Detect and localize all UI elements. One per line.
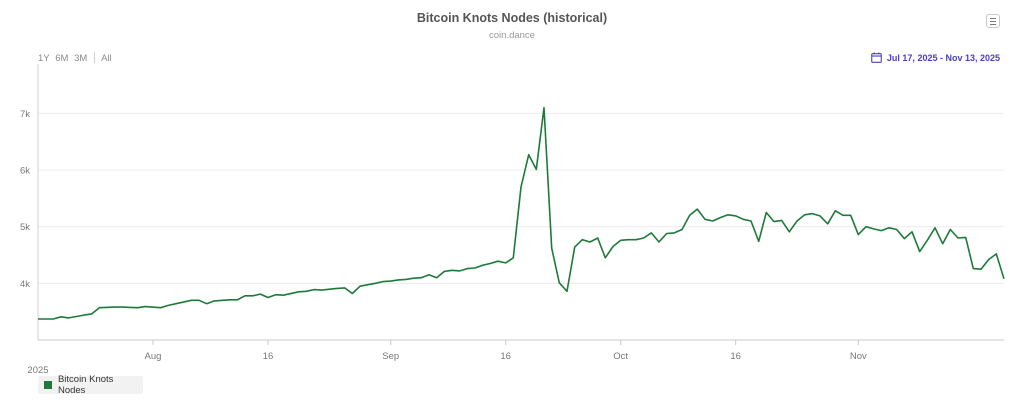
x-tick-label: 16 — [730, 351, 741, 362]
range-button-3m[interactable]: 3M — [74, 53, 88, 64]
calendar-icon — [871, 52, 882, 63]
range-button-all[interactable]: All — [101, 53, 112, 64]
year-label: 2025 — [27, 365, 48, 376]
range-divider — [93, 52, 95, 63]
range-button-1y[interactable]: 1Y — [38, 53, 50, 64]
y-tick-label: 6k — [20, 166, 30, 177]
chart-subtitle: coin.dance — [489, 30, 535, 41]
y-tick-label: 7k — [20, 109, 30, 120]
gridlines — [37, 64, 1004, 341]
x-tick-label: 16 — [263, 351, 274, 362]
series-lines — [38, 106, 1005, 320]
legend-label: Bitcoin Knots Nodes — [57, 374, 114, 396]
legend-swatch — [44, 381, 52, 389]
chart-title: Bitcoin Knots Nodes (historical) — [416, 11, 608, 25]
x-axis-ticks: Aug 16 Sep 16 Oct 16 Nov 2025 — [27, 340, 867, 376]
y-axis-ticks: 4k 5k 6k 7k — [20, 109, 30, 290]
date-range-picker[interactable]: Jul 17, 2025 - Nov 13, 2025 — [871, 52, 1000, 63]
date-range-text: Jul 17, 2025 - Nov 13, 2025 — [886, 52, 1000, 63]
hamburger-menu-icon[interactable] — [986, 14, 1000, 28]
range-button-6m[interactable]: 6M — [55, 53, 69, 64]
y-tick-label: 4k — [20, 279, 30, 290]
x-tick-label: Oct — [613, 351, 628, 362]
x-tick-label: 16 — [500, 351, 511, 362]
range-selector: 1Y 6M 3M All — [38, 52, 115, 64]
legend[interactable]: Bitcoin Knots Nodes — [38, 374, 143, 396]
x-tick-label: Aug — [145, 351, 162, 362]
x-tick-label: Sep — [382, 351, 399, 362]
series-line — [38, 106, 1005, 320]
x-tick-label: Nov — [850, 351, 867, 362]
y-tick-label: 5k — [20, 222, 30, 233]
